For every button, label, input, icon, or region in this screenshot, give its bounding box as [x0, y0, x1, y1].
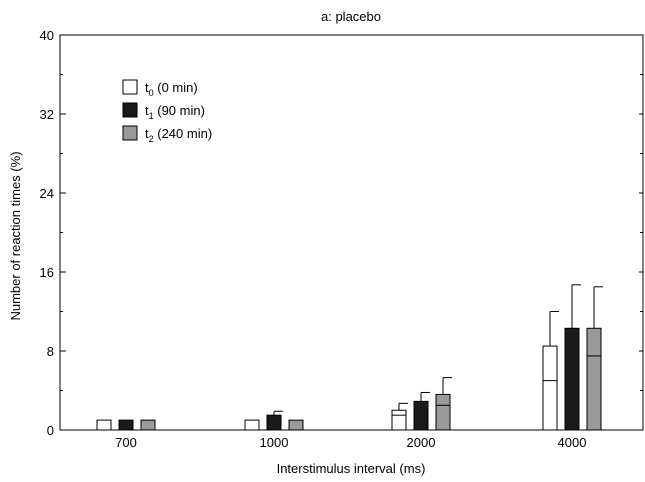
chart-title: a: placebo [321, 9, 381, 24]
bar-group-0-0 [96, 419, 112, 431]
legend-label-rest-0: (0 min) [154, 80, 198, 95]
bar-group-1-1 [266, 410, 283, 431]
legend-label-2: t2 (240 min) [145, 126, 212, 144]
legend-swatch-0 [122, 79, 138, 95]
legend-item-0: t0 (0 min) [122, 79, 198, 98]
bar-1-1 [266, 414, 282, 431]
bar-1-2 [288, 419, 304, 431]
bar-0-2 [140, 419, 156, 431]
bar-group-0-2 [140, 419, 156, 431]
legend-label-rest-1: (90 min) [154, 103, 205, 118]
legend-label-main-0: t [145, 80, 149, 95]
x-tick-label-2: 2000 [407, 435, 436, 450]
bar-2-0 [391, 409, 407, 431]
x-tick-label-0: 700 [115, 435, 137, 450]
legend-item-1: t1 (90 min) [122, 102, 205, 121]
y-tick-label-4: 32 [40, 107, 54, 122]
bar-group-2-2 [435, 377, 452, 431]
y-tick-label-5: 40 [40, 28, 54, 43]
bars [96, 284, 603, 431]
y-tick-label-2: 16 [40, 265, 54, 280]
bar-group-3-0 [542, 311, 559, 431]
legend-label-rest-2: (240 min) [154, 126, 213, 141]
legend-label-main-2: t [145, 126, 149, 141]
bar-1-0 [244, 419, 260, 431]
y-tick-label-3: 24 [40, 186, 54, 201]
legend-item-2: t2 (240 min) [122, 125, 212, 144]
bar-group-0-1 [118, 419, 134, 431]
legend-label-0: t0 (0 min) [145, 80, 198, 98]
y-axis-label: Number of reaction times (%) [8, 151, 23, 320]
bar-2-2 [435, 393, 451, 431]
bar-group-1-0 [244, 419, 260, 431]
x-tick-label-1: 1000 [260, 435, 289, 450]
x-tick-label-3: 4000 [558, 435, 587, 450]
legend-swatch-2 [122, 125, 138, 141]
legend-label-main-1: t [145, 103, 149, 118]
bar-0-0 [96, 419, 112, 431]
bar-3-2 [586, 327, 602, 431]
bar-group-3-1 [564, 284, 581, 431]
bar-group-1-2 [288, 419, 304, 431]
bar-3-1 [564, 327, 580, 431]
bar-2-1 [413, 400, 429, 431]
bar-group-2-1 [413, 391, 430, 431]
legend-label-1: t1 (90 min) [145, 103, 205, 121]
legend-label-sub-0: 0 [149, 88, 154, 98]
bar-0-1 [118, 419, 134, 431]
bar-group-2-0 [391, 402, 408, 431]
y-tick-label-1: 8 [47, 344, 54, 359]
y-tick-label-0: 0 [47, 423, 54, 438]
bar-group-3-2 [586, 286, 603, 431]
x-axis-label: Interstimulus interval (ms) [277, 461, 426, 476]
bar-3-0 [542, 345, 558, 431]
legend-swatch-1 [122, 102, 138, 118]
legend-label-sub-1: 1 [149, 111, 154, 121]
legend: t0 (0 min)t1 (90 min)t2 (240 min) [122, 79, 212, 144]
legend-label-sub-2: 2 [149, 134, 154, 144]
axis-ticks: 0 8 16 24 32 40 700 1000 2000 4000 [40, 28, 643, 450]
